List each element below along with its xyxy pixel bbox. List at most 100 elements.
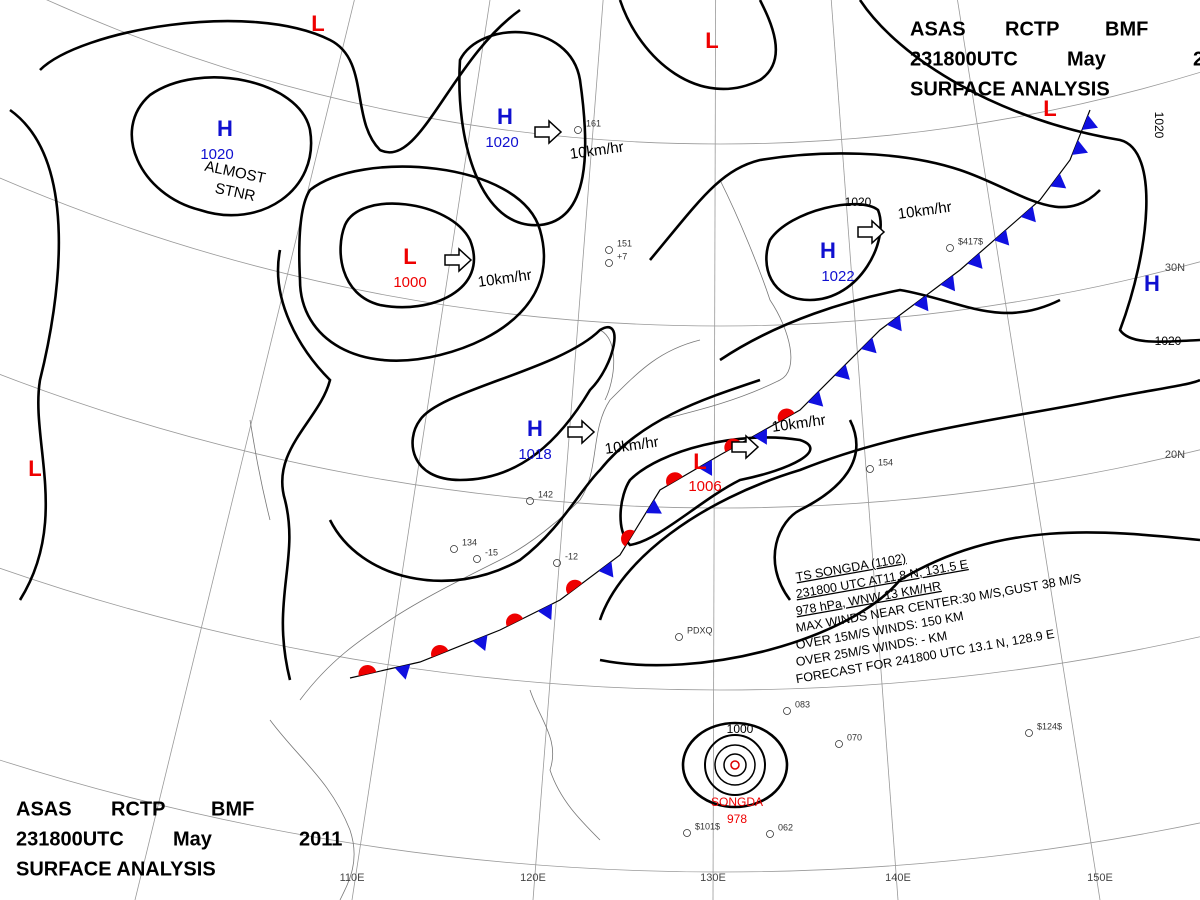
pressure-center-symbol: H bbox=[497, 104, 513, 129]
meridian bbox=[712, 0, 717, 900]
longitude-label: 120E bbox=[520, 872, 546, 884]
cold-front-symbol bbox=[472, 635, 488, 651]
station-marker bbox=[553, 559, 561, 567]
warm-front-symbol bbox=[621, 529, 635, 547]
station-marker bbox=[473, 555, 481, 563]
station-marker bbox=[766, 830, 774, 838]
warm-front-symbol bbox=[666, 472, 683, 486]
latitude-label: 30N bbox=[1165, 262, 1185, 274]
header-text: RCTP bbox=[1005, 18, 1059, 40]
front-line bbox=[349, 109, 1091, 679]
warm-front-symbol bbox=[506, 613, 524, 627]
storm-pressure: 978 bbox=[727, 812, 747, 826]
longitude-label: 150E bbox=[1087, 872, 1113, 884]
station-marker bbox=[526, 497, 534, 505]
pressure-center-symbol: H bbox=[820, 238, 836, 263]
station-value: 134 bbox=[462, 537, 477, 547]
motion-arrow bbox=[444, 247, 473, 273]
station-marker bbox=[605, 246, 613, 254]
cold-front-symbol bbox=[913, 295, 929, 312]
coastlines bbox=[249, 179, 792, 900]
cold-front-symbol bbox=[537, 603, 553, 621]
pressure-center-symbol: L bbox=[28, 456, 41, 481]
cold-front-symbol bbox=[967, 253, 983, 269]
stationary-front bbox=[349, 109, 1098, 680]
warm-front-symbol bbox=[565, 579, 583, 595]
cold-front-symbol bbox=[1082, 115, 1098, 130]
motion-arrow bbox=[731, 434, 760, 460]
station-value: 083 bbox=[795, 699, 810, 709]
isobars bbox=[9, 0, 1200, 809]
station-marker bbox=[866, 465, 874, 473]
pressure-center-symbol: L bbox=[705, 28, 718, 53]
pressure-center-value: 1020 bbox=[485, 134, 518, 151]
header-text: RCTP bbox=[111, 798, 165, 820]
warm-front-symbol bbox=[358, 665, 377, 677]
warm-front-symbol bbox=[431, 645, 449, 658]
header-text: 2011 bbox=[1193, 48, 1200, 70]
station-value: 142 bbox=[538, 489, 553, 499]
station-value: $417$ bbox=[958, 236, 983, 246]
pressure-center-value: 1006 bbox=[688, 478, 721, 495]
header-text: ASAS bbox=[16, 798, 72, 820]
cold-front-symbol bbox=[861, 337, 877, 354]
cold-front-symbol bbox=[807, 391, 824, 407]
station-marker bbox=[683, 829, 691, 837]
header-text: 231800UTC bbox=[16, 828, 124, 850]
pressure-center-value: 1018 bbox=[518, 446, 551, 463]
station-marker bbox=[783, 707, 791, 715]
header-text: SURFACE ANALYSIS bbox=[910, 78, 1110, 100]
cold-front-symbol bbox=[394, 664, 411, 680]
latitude-label: 20N bbox=[1165, 449, 1185, 461]
pressure-center-value: 1022 bbox=[821, 268, 854, 285]
pressure-center-symbol: L bbox=[1043, 96, 1056, 121]
station-marker bbox=[574, 126, 582, 134]
cold-front-symbol bbox=[940, 275, 956, 292]
station-marker bbox=[605, 259, 613, 267]
station-value: $101$ bbox=[695, 821, 720, 831]
motion-arrow bbox=[534, 119, 563, 145]
longitude-label: 130E bbox=[700, 872, 726, 884]
cold-front-symbol bbox=[1072, 140, 1088, 155]
cold-front-symbol bbox=[598, 561, 614, 578]
isobar-label: 1000 bbox=[727, 722, 754, 736]
pressure-center-symbol: L bbox=[693, 449, 706, 474]
cold-front-symbol bbox=[1020, 206, 1036, 223]
station-value: 161 bbox=[586, 118, 601, 128]
station-value: PDXQ bbox=[687, 625, 713, 635]
station-marker bbox=[1025, 729, 1033, 737]
pressure-center-symbol: L bbox=[311, 11, 324, 36]
meridian bbox=[532, 0, 604, 900]
isobar-label: 1020 bbox=[1155, 334, 1182, 348]
meridian bbox=[134, 0, 355, 900]
station-value: $124$ bbox=[1037, 721, 1062, 731]
motion-arrow bbox=[857, 219, 886, 245]
pressure-center-symbol: H bbox=[217, 116, 233, 141]
header-text: BMF bbox=[1105, 18, 1148, 40]
pressure-center-symbol: H bbox=[527, 416, 543, 441]
header-text: 231800UTC bbox=[910, 48, 1018, 70]
cold-front-symbol bbox=[834, 364, 850, 380]
cold-front-symbol bbox=[886, 315, 902, 332]
meridian bbox=[957, 0, 1101, 900]
header-text: SURFACE ANALYSIS bbox=[16, 858, 216, 880]
cold-front-symbol bbox=[645, 499, 662, 514]
station-value: -15 bbox=[485, 547, 498, 557]
station-value: +7 bbox=[617, 251, 627, 261]
isobar-label: 1020 bbox=[1152, 112, 1166, 139]
station-value: 070 bbox=[847, 732, 862, 742]
cold-front-symbol bbox=[1050, 173, 1067, 189]
station-marker bbox=[450, 545, 458, 553]
station-marker bbox=[675, 633, 683, 641]
station-value: 062 bbox=[778, 822, 793, 832]
header-text: May bbox=[1067, 48, 1107, 70]
longitude-label: 110E bbox=[340, 872, 365, 884]
pressure-center-value: 1000 bbox=[393, 274, 426, 291]
pressure-center-symbol: L bbox=[403, 244, 416, 269]
station-marker bbox=[835, 740, 843, 748]
cold-front-symbol bbox=[993, 229, 1010, 246]
station-value: -12 bbox=[565, 551, 578, 561]
